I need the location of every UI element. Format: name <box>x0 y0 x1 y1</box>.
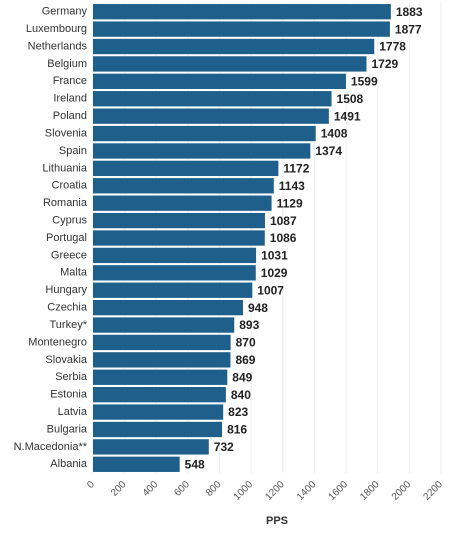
y-tick-label: Poland <box>53 110 87 122</box>
data-label: 1087 <box>270 214 297 228</box>
data-label: 1599 <box>351 75 378 89</box>
y-tick-label: Germany <box>42 6 88 18</box>
data-label: 823 <box>228 405 248 419</box>
y-tick-label: Ireland <box>53 93 87 105</box>
bar <box>93 56 367 72</box>
bar <box>93 299 243 316</box>
data-label: 1508 <box>337 92 364 106</box>
data-label: 840 <box>231 388 251 402</box>
y-tick-label: Belgium <box>47 58 87 70</box>
y-tick-label: Czechia <box>47 302 88 314</box>
data-label: 870 <box>236 336 256 350</box>
y-tick-label: Romania <box>43 197 88 209</box>
y-tick-label: N.Macedonia** <box>14 441 88 453</box>
y-tick-label: Bulgaria <box>47 423 88 435</box>
y-tick-label: Hungary <box>45 284 87 296</box>
y-tick-label: Slovakia <box>45 354 87 366</box>
data-label: 732 <box>214 440 234 454</box>
y-tick-label: Spain <box>59 145 87 157</box>
x-tick-label: 2000 <box>390 479 414 503</box>
x-tick-label: 1600 <box>327 479 351 503</box>
y-tick-label: Luxembourg <box>26 23 87 35</box>
y-tick-label: Albania <box>50 458 88 470</box>
data-label: 1086 <box>270 231 297 245</box>
bar <box>93 387 226 403</box>
x-tick-label: 1200 <box>263 479 287 503</box>
bar <box>93 282 253 298</box>
x-tick-label: 200 <box>109 479 129 499</box>
data-label: 1408 <box>321 127 348 141</box>
data-label: 1883 <box>396 5 423 19</box>
bar <box>93 195 272 211</box>
y-tick-label: Malta <box>60 267 88 279</box>
data-label: 1031 <box>261 249 288 263</box>
data-label: 1778 <box>379 40 406 54</box>
bar <box>93 317 235 333</box>
data-label: 816 <box>227 423 247 437</box>
y-tick-label: Serbia <box>55 371 88 383</box>
data-label: 1129 <box>277 196 303 210</box>
y-tick-label: Portugal <box>46 232 87 244</box>
bar <box>93 108 329 124</box>
y-tick-label: Estonia <box>50 389 88 401</box>
x-tick-label: 2200 <box>421 479 445 503</box>
bar <box>93 334 231 351</box>
data-label: 1007 <box>257 283 284 297</box>
data-label: 1491 <box>334 109 361 123</box>
data-label: 1172 <box>283 162 309 176</box>
x-tick-label: 1800 <box>358 479 382 503</box>
data-label: 948 <box>248 301 268 315</box>
data-label: 1729 <box>371 57 398 71</box>
bar <box>93 21 390 37</box>
bar <box>93 38 375 55</box>
y-tick-label: Turkey* <box>50 319 88 331</box>
bar <box>93 160 279 177</box>
bar <box>93 143 311 159</box>
x-tick-label: 800 <box>204 479 224 499</box>
bar <box>93 439 209 455</box>
bar <box>93 421 223 438</box>
y-tick-label: Latvia <box>58 406 88 418</box>
bar <box>93 230 265 246</box>
y-tick-label: Slovenia <box>45 127 88 139</box>
y-tick-label: Croatia <box>52 180 88 192</box>
y-tick-label: France <box>53 75 87 87</box>
y-tick-label: Montenegro <box>28 336 87 348</box>
y-tick-label: Cyprus <box>52 214 87 226</box>
bar <box>93 404 224 420</box>
data-label: 1143 <box>279 179 305 193</box>
y-tick-label: Greece <box>51 249 87 261</box>
data-label: 893 <box>239 318 259 332</box>
bar <box>93 73 346 89</box>
bar <box>93 178 274 194</box>
data-label: 1029 <box>261 266 288 280</box>
bar <box>93 91 332 107</box>
x-tick-label: 1000 <box>232 479 256 503</box>
x-tick-label: 0 <box>85 479 97 491</box>
bar <box>93 369 228 385</box>
bar <box>93 4 391 20</box>
x-tick-label: 600 <box>172 479 192 499</box>
bar <box>93 352 231 368</box>
bar <box>93 265 256 281</box>
data-label: 869 <box>235 353 255 367</box>
bar <box>93 125 316 142</box>
bar <box>93 456 180 472</box>
x-tick-label: 400 <box>141 479 161 499</box>
x-tick-label: 1400 <box>295 479 319 503</box>
bar <box>93 247 257 264</box>
y-tick-label: Lithuania <box>42 162 88 174</box>
bar <box>93 212 265 229</box>
data-label: 849 <box>232 370 252 384</box>
data-label: 1877 <box>395 22 422 36</box>
y-tick-label: Netherlands <box>28 40 88 52</box>
data-label: 548 <box>185 457 205 471</box>
data-label: 1374 <box>315 144 342 158</box>
x-axis-label: PPS <box>266 515 288 527</box>
